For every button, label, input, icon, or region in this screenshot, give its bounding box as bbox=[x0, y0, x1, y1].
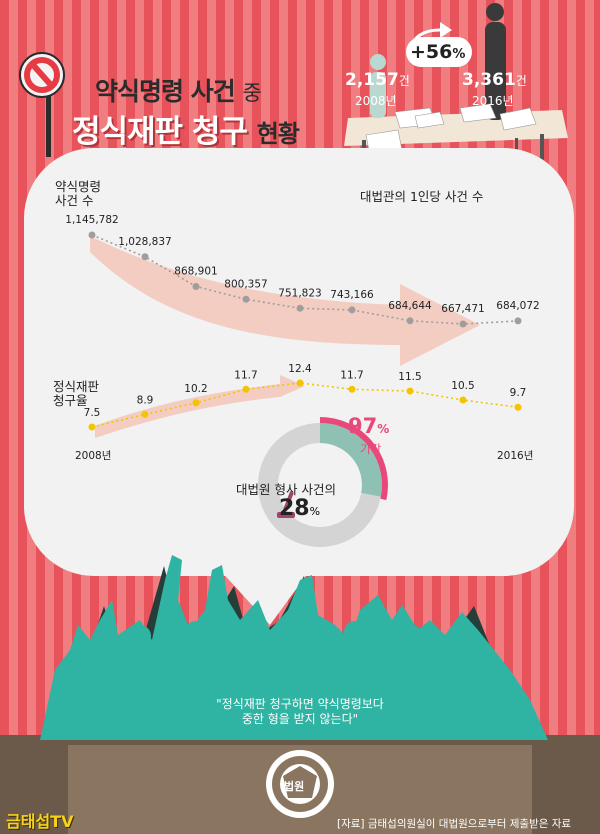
summary-cases-label: 약식명령 사건 수 bbox=[55, 179, 102, 208]
summary-cases-point bbox=[348, 306, 356, 314]
summary-trend-arrow bbox=[90, 236, 480, 366]
summary-cases-value-label: 667,471 bbox=[441, 303, 484, 315]
channel-logo: 금태섭TV bbox=[6, 812, 74, 831]
quote-text: "정식재판 청구하면 약식명령보다 중한 형을 받지 않는다" bbox=[216, 697, 384, 726]
y2016-label: 2016년 bbox=[472, 94, 514, 108]
summary-cases-value-label: 743,166 bbox=[330, 289, 374, 301]
share-arc bbox=[319, 423, 382, 497]
trial-rate-value-label: 8.9 bbox=[137, 394, 154, 406]
trial-rate-value-label: 11.5 bbox=[398, 371, 421, 383]
y2008-label: 2008년 bbox=[355, 94, 397, 108]
summary-cases-point bbox=[141, 253, 149, 261]
summary-cases-value-label: 684,072 bbox=[496, 300, 539, 312]
dismiss-arc bbox=[319, 417, 388, 501]
trial-rate-point bbox=[296, 379, 304, 387]
court-emblem-text: 법원 bbox=[284, 780, 305, 793]
summary-cases-point bbox=[406, 317, 414, 325]
trial-rate-point bbox=[88, 423, 96, 431]
increase-label: +56% bbox=[410, 41, 466, 63]
summary-cases-point bbox=[514, 317, 522, 325]
dismiss-label: 기각 bbox=[360, 442, 382, 456]
trial-rate-value-label: 10.5 bbox=[451, 380, 474, 392]
end-year-label: 2016년 bbox=[497, 450, 534, 462]
summary-cases-value-label: 1,145,782 bbox=[65, 214, 118, 226]
trial-rate-point bbox=[514, 403, 522, 411]
trial-rate-line bbox=[91, 382, 519, 428]
title-line2: 정식재판 청구 현황 bbox=[72, 114, 300, 150]
gavel-icon bbox=[277, 491, 295, 518]
summary-cases-point bbox=[296, 304, 304, 312]
trial-rate-point bbox=[242, 385, 250, 393]
summary-cases-value-label: 751,823 bbox=[278, 287, 321, 299]
summary-cases-point bbox=[88, 231, 96, 239]
chart-bubble bbox=[24, 148, 574, 576]
court-emblem-icon bbox=[266, 750, 334, 818]
y2008-value: 2,157건 bbox=[345, 70, 410, 90]
supreme-court-caption: 대법원 형사 사건의 bbox=[236, 482, 336, 497]
trial-rate-value-label: 11.7 bbox=[340, 369, 363, 381]
start-year-label: 2008년 bbox=[75, 450, 112, 462]
summary-cases-point bbox=[459, 320, 467, 328]
summary-cases-line bbox=[91, 234, 519, 325]
y2016-value: 3,361건 bbox=[462, 70, 527, 90]
title-line1: 약식명령 사건 중 bbox=[95, 77, 262, 106]
supreme-court-donut bbox=[258, 417, 388, 547]
summary-cases-value-label: 868,901 bbox=[174, 266, 217, 278]
trial-rate-value-label: 10.2 bbox=[184, 383, 207, 395]
trial-rate-point bbox=[192, 399, 200, 407]
source-note: [자료] 금태섭의원실이 대법원으로부터 제출받은 자료 bbox=[337, 818, 572, 830]
trial-rate-point bbox=[141, 410, 149, 418]
trial-rate-label: 정식재판 청구율 bbox=[53, 379, 100, 408]
summary-cases-point bbox=[192, 283, 200, 291]
trial-rate-value-label: 7.5 bbox=[84, 407, 101, 419]
share-pct: 28% bbox=[279, 496, 321, 521]
trial-rate-value-label: 9.7 bbox=[510, 387, 527, 399]
summary-cases-point bbox=[242, 295, 250, 303]
trial-rate-point bbox=[406, 387, 414, 395]
person-2008-icon bbox=[370, 54, 386, 118]
rate-trend-arrow bbox=[95, 375, 305, 438]
person-2016-icon bbox=[485, 3, 506, 120]
trial-rate-point bbox=[348, 385, 356, 393]
crowd-silhouette bbox=[40, 555, 548, 740]
dismiss-pct: 97% bbox=[348, 414, 390, 438]
no-sign-icon bbox=[19, 52, 65, 157]
bubble-tail bbox=[220, 570, 310, 625]
summary-cases-value-label: 1,028,837 bbox=[118, 236, 171, 248]
summary-cases-value-label: 684,644 bbox=[388, 300, 432, 312]
summary-cases-value-label: 800,357 bbox=[224, 278, 267, 290]
trial-rate-value-label: 12.4 bbox=[288, 363, 312, 375]
trial-rate-point bbox=[459, 396, 467, 404]
trial-rate-value-label: 11.7 bbox=[234, 369, 257, 381]
judges-caption: 대법관의 1인당 사건 수 bbox=[360, 189, 484, 204]
increase-badge bbox=[406, 37, 472, 67]
